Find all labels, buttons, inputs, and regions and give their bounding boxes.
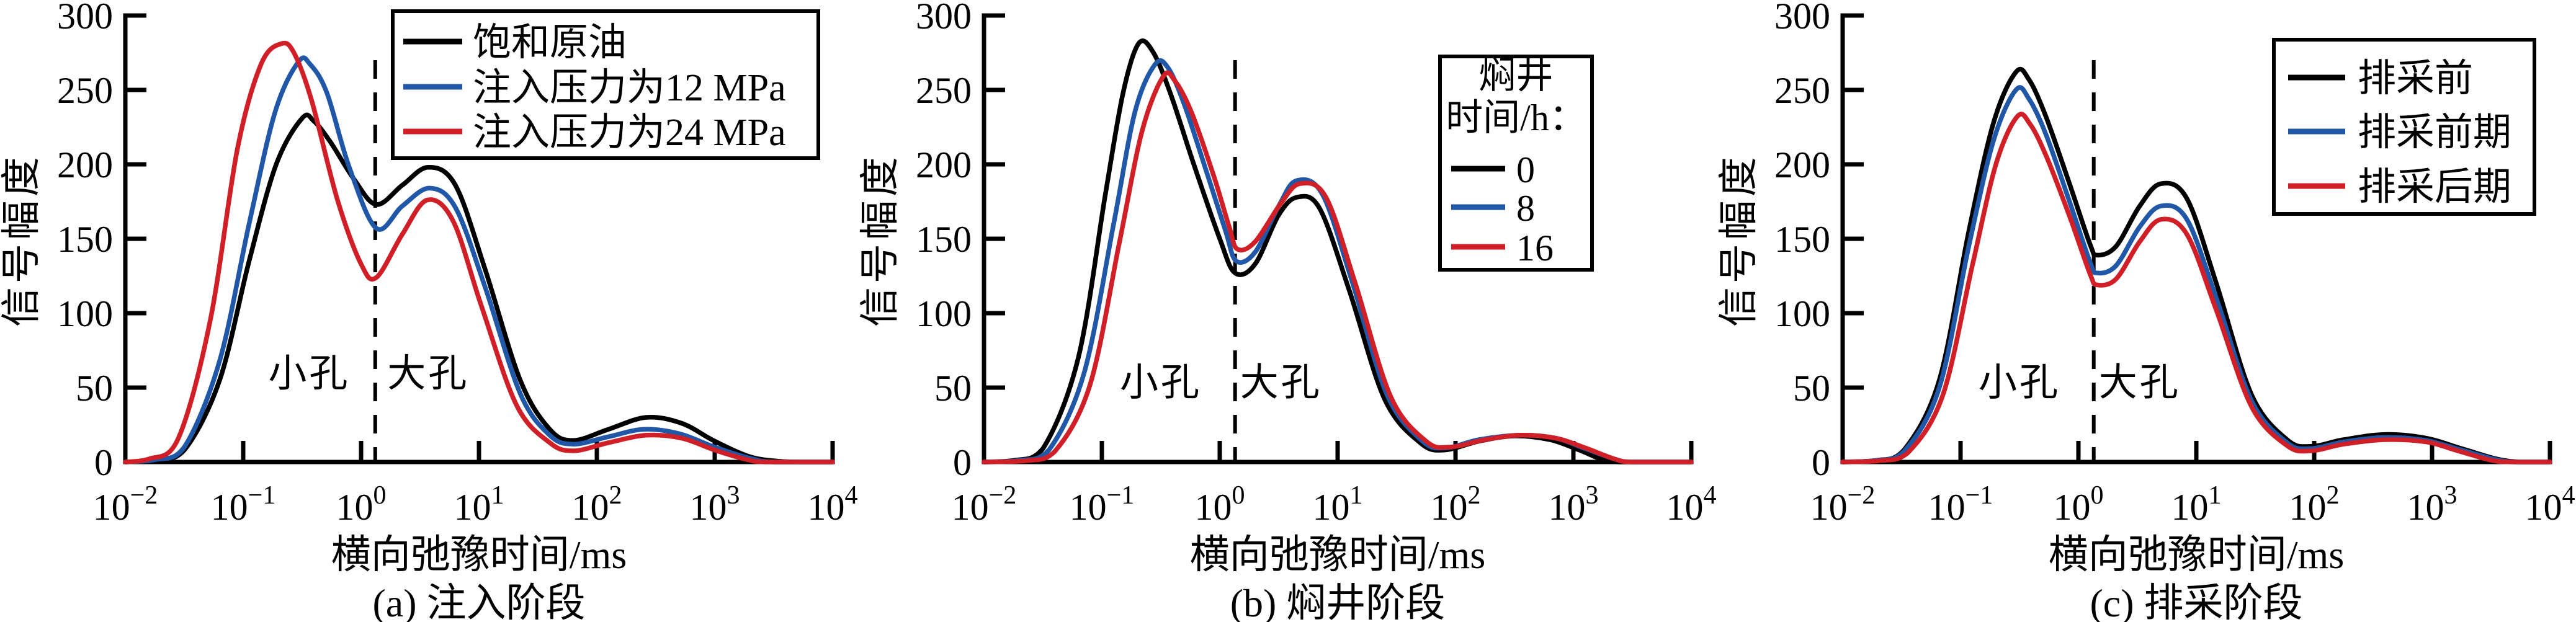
- panel-b-soaking-stage: 0 50 100 150 200 250 300 10−2 10−1 100 101 102 103 10…: [858, 0, 1717, 622]
- curve-a-2: [123, 40, 835, 464]
- y-tick-label-0: 0: [94, 442, 113, 483]
- legend-label-1: 注入压力为12 MPa: [473, 67, 786, 109]
- y-tick-label-50: 50: [934, 368, 972, 409]
- y-tick-label-300: 300: [1774, 0, 1830, 37]
- y-tick-label-150: 150: [1774, 219, 1830, 260]
- annotation-large-pores: 大孔: [2099, 362, 2181, 404]
- y-axis-label: 信号幅度: [0, 153, 43, 327]
- x-tick-label-1e-2: 10−2: [93, 481, 158, 528]
- legend-label-2: 注入压力为24 MPa: [473, 112, 786, 154]
- legend-box: [1438, 55, 1594, 272]
- x-tick-label-1e4: 104: [2525, 481, 2575, 528]
- x-tick-label-1e-2: 10−2: [1810, 481, 1876, 528]
- x-tick-label-1e4: 104: [808, 481, 858, 528]
- legend-title-line-0: 焖井: [1479, 55, 1554, 96]
- x-tick-label-1e2: 102: [572, 481, 622, 528]
- curve-a-1: [123, 55, 835, 464]
- x-tick-label-1e-2: 10−2: [952, 481, 1017, 528]
- y-tick-label-150: 150: [57, 219, 113, 260]
- y-tick-label-100: 100: [57, 293, 113, 334]
- annotation-small-pores: 小孔: [1979, 362, 2060, 404]
- x-tick-label-1e3: 103: [690, 481, 740, 528]
- y-tick-label-100: 100: [1774, 293, 1830, 334]
- x-tick-label-1e0: 100: [2054, 481, 2104, 528]
- x-tick-label-1e3: 103: [2407, 481, 2457, 528]
- y-axis-label: 信号幅度: [1717, 153, 1761, 327]
- curve-c-0: [1840, 66, 2552, 464]
- legend-label-2: 16: [1516, 228, 1554, 269]
- y-tick-label-200: 200: [916, 144, 972, 185]
- legend-label-0: 排采前: [2358, 58, 2473, 100]
- panel-c-drainage-stage: 0 50 100 150 200 250 300 10−2 10−1 100 101 102 103 10…: [1717, 0, 2576, 622]
- y-tick-label-250: 250: [916, 70, 972, 111]
- y-tick-label-200: 200: [1774, 144, 1830, 185]
- panel-a-injection-stage: 0 50 100 150 200 250 300 10−2 10−1 100 101 102 103 10…: [0, 0, 859, 622]
- y-tick-label-150: 150: [916, 219, 972, 260]
- legend-label-1: 8: [1516, 188, 1535, 229]
- x-tick-label-1e-1: 10−1: [1070, 481, 1135, 528]
- curve-c-2: [1840, 112, 2552, 464]
- y-axis-label: 信号幅度: [858, 153, 902, 327]
- legend-label-0: 饱和原油: [473, 22, 627, 64]
- plot-area-a: 0 50 100 150 200 250 300 10−2 10−1 100 101 102 103 10…: [57, 0, 858, 528]
- x-tick-label-1e1: 101: [2171, 481, 2222, 528]
- panel-caption: (a) 注入阶段: [372, 581, 586, 622]
- legend-title-line-1: 时间/h：: [1446, 97, 1586, 138]
- y-tick-label-250: 250: [57, 70, 113, 111]
- curve-a-0: [123, 112, 835, 464]
- annotation-large-pores: 大孔: [387, 353, 469, 395]
- legend-label-2: 排采后期: [2358, 166, 2511, 208]
- y-tick-label-300: 300: [57, 0, 113, 37]
- x-tick-label-1e4: 104: [1666, 481, 1717, 528]
- legend-box: [391, 9, 820, 160]
- x-tick-label-1e2: 102: [2289, 481, 2340, 528]
- plot-area-b: 0 50 100 150 200 250 300 10−2 10−1 100 101 102 103 10…: [916, 0, 1717, 528]
- y-tick-label-250: 250: [1774, 70, 1830, 111]
- curve-b-2: [982, 70, 1694, 464]
- x-tick-label-1e1: 101: [454, 481, 504, 528]
- y-tick-label-300: 300: [916, 0, 972, 37]
- panel-caption: (b) 焖井阶段: [1230, 581, 1446, 622]
- y-tick-label-100: 100: [916, 293, 972, 334]
- x-tick-label-1e0: 100: [1195, 481, 1245, 528]
- x-tick-label-1e-1: 10−1: [211, 481, 276, 528]
- x-tick-label-1e1: 101: [1313, 481, 1363, 528]
- x-tick-label-1e-1: 10−1: [1928, 481, 1993, 528]
- y-tick-label-0: 0: [1812, 442, 1830, 483]
- annotation-small-pores: 小孔: [1120, 362, 1202, 404]
- plot-area-c: 0 50 100 150 200 250 300 10−2 10−1 100 101 102 103 10…: [1774, 0, 2575, 528]
- y-tick-label-0: 0: [953, 442, 972, 483]
- x-axis-label: 横向弛豫时间/ms: [331, 533, 627, 577]
- x-tick-label-1e3: 103: [1549, 481, 1599, 528]
- y-tick-label-50: 50: [76, 368, 113, 409]
- panel-caption: (c) 排采阶段: [2090, 581, 2303, 622]
- legend-label-1: 排采前期: [2358, 112, 2511, 154]
- y-tick-label-50: 50: [1793, 368, 1830, 409]
- annotation-small-pores: 小孔: [268, 353, 350, 395]
- annotation-large-pores: 大孔: [1240, 362, 1322, 404]
- x-axis-label: 横向弛豫时间/ms: [1189, 533, 1486, 577]
- x-tick-label-1e2: 102: [1431, 481, 1481, 528]
- legend-label-0: 0: [1516, 149, 1535, 190]
- y-tick-label-200: 200: [57, 144, 113, 185]
- x-tick-label-1e0: 100: [336, 481, 387, 528]
- x-axis-label: 横向弛豫时间/ms: [2048, 533, 2345, 577]
